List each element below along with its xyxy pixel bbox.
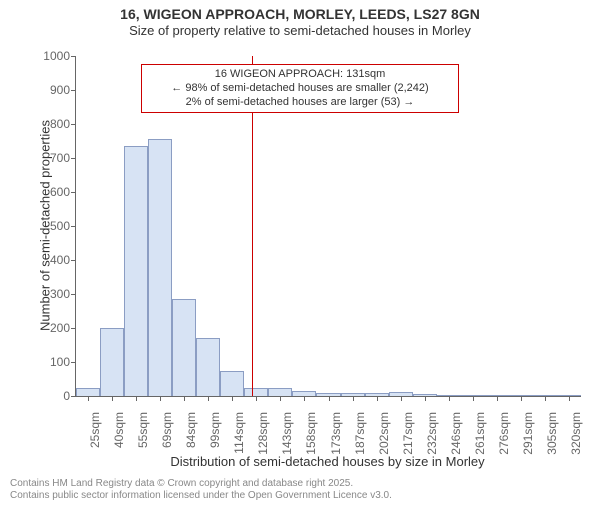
annotation-line1: 16 WIGEON APPROACH: 131sqm (150, 68, 450, 82)
ytick-label: 600 (50, 185, 76, 199)
histogram-bar (220, 371, 244, 397)
histogram-bar (124, 146, 148, 396)
ytick-label: 300 (50, 287, 76, 301)
histogram-bar (244, 388, 268, 397)
x-axis-label: Distribution of semi-detached houses by … (75, 454, 580, 469)
xtick-label: 143sqm (278, 412, 294, 455)
xtick-label: 320sqm (567, 412, 583, 455)
xtick-label: 246sqm (447, 412, 463, 455)
histogram-bar (148, 139, 172, 396)
annotation-line3: 2% of semi-detached houses are larger (5… (150, 96, 450, 110)
ytick-label: 900 (50, 83, 76, 97)
xtick-label: 69sqm (158, 412, 174, 448)
xtick-label: 305sqm (543, 412, 559, 455)
ytick-label: 400 (50, 253, 76, 267)
xtick-label: 217sqm (399, 412, 415, 455)
annotation-box: 16 WIGEON APPROACH: 131sqm← 98% of semi-… (141, 64, 459, 113)
plot-area: 0100200300400500600700800900100025sqm40s… (75, 56, 581, 397)
ytick-label: 800 (50, 117, 76, 131)
xtick-label: 40sqm (110, 412, 126, 448)
xtick-label: 202sqm (375, 412, 391, 455)
xtick-label: 84sqm (182, 412, 198, 448)
xtick-label: 276sqm (495, 412, 511, 455)
histogram-bar (268, 388, 292, 397)
footer-line2: Contains public sector information licen… (10, 490, 392, 502)
xtick-label: 173sqm (327, 412, 343, 455)
footer-line1: Contains HM Land Registry data © Crown c… (10, 478, 392, 490)
ytick-label: 100 (50, 355, 76, 369)
xtick-label: 25sqm (86, 412, 102, 448)
ytick-label: 500 (50, 219, 76, 233)
histogram-bar (76, 388, 100, 397)
ytick-label: 1000 (43, 49, 76, 63)
histogram-bar (172, 299, 196, 396)
ytick-label: 700 (50, 151, 76, 165)
histogram-bar (100, 328, 124, 396)
xtick-label: 261sqm (471, 412, 487, 455)
histogram-chart: 0 100 200 300 400 500 600 700 800 900 1000 25sqm 40s… (0, 6, 600, 506)
ytick-label: 0 (63, 389, 76, 403)
xtick-label: 99sqm (206, 412, 222, 448)
ytick-label: 200 (50, 321, 76, 335)
y-axis-label: Number of semi-detached properties (38, 96, 53, 356)
xtick-label: 232sqm (423, 412, 439, 455)
xtick-label: 55sqm (134, 412, 150, 448)
xtick-label: 291sqm (519, 412, 535, 455)
xtick-label: 187sqm (351, 412, 367, 455)
xtick-label: 114sqm (230, 412, 246, 454)
annotation-line2: ← 98% of semi-detached houses are smalle… (150, 82, 450, 96)
xtick-label: 128sqm (254, 412, 270, 455)
histogram-bar (196, 338, 220, 396)
xtick-label: 158sqm (302, 412, 318, 455)
footer-attribution: Contains HM Land Registry data © Crown c… (10, 478, 392, 502)
